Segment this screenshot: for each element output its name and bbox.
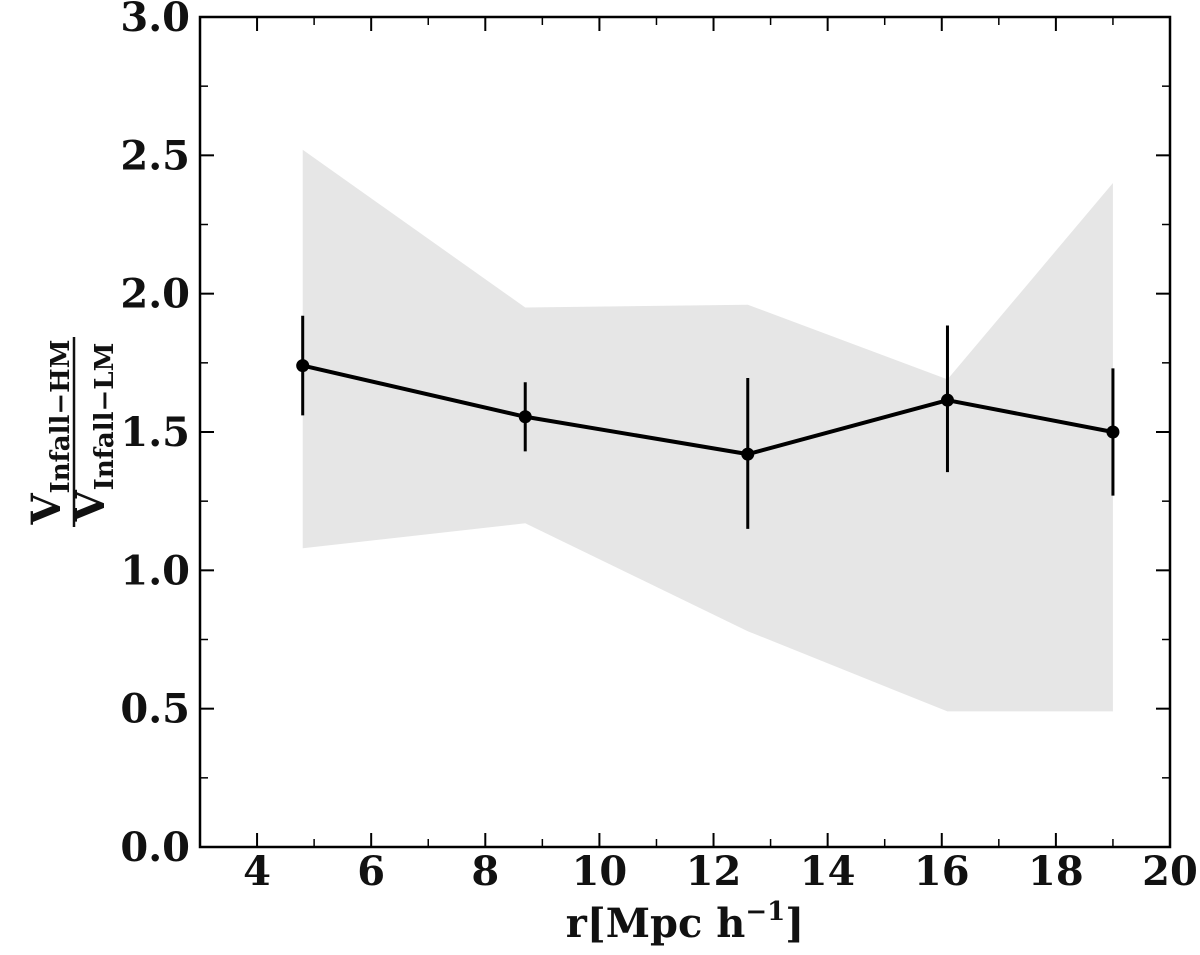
data-point <box>296 359 310 373</box>
plot-frame <box>198 15 1172 849</box>
x-tick-label: 12 <box>686 848 742 895</box>
y-tick-label: 2.0 <box>120 271 190 318</box>
data-point <box>940 393 954 407</box>
x-tick-label: 8 <box>471 848 499 895</box>
y-tick-label: 0.0 <box>120 824 190 871</box>
y-axis-label-denominator: VInfall−LM <box>67 343 120 523</box>
x-axis-label-superscript: −1 <box>745 897 785 927</box>
y-label-denominator-subscript: Infall−LM <box>90 343 120 491</box>
data-point-layer <box>296 359 1120 461</box>
x-tick-label: 16 <box>914 848 970 895</box>
y-tick-label: 1.5 <box>120 409 190 456</box>
y-tick-label: 2.5 <box>120 132 190 179</box>
x-tick-label: 4 <box>243 848 271 895</box>
y-tick-label: 0.5 <box>120 686 190 733</box>
x-axis-label: r[Mpc h−1] <box>566 897 804 947</box>
y-tick-label: 1.0 <box>120 547 190 594</box>
x-tick-label: 10 <box>572 848 628 895</box>
confidence-band <box>302 149 1113 712</box>
x-tick-label: 18 <box>1028 848 1084 895</box>
y-tick-label: 3.0 <box>120 0 190 41</box>
data-point <box>741 447 755 461</box>
x-axis-label-main: r[Mpc h <box>566 900 746 947</box>
y-label-denominator-symbol: V <box>67 489 114 522</box>
y-tick-labels: 0.0 0.5 1.0 1.5 2.0 2.5 3.0 <box>120 0 190 871</box>
x-tick-label: 20 <box>1142 848 1198 895</box>
x-tick-label: 14 <box>800 848 856 895</box>
x-tick-labels: 4 6 8 10 12 14 16 18 20 <box>243 848 1198 895</box>
x-tick-label: 6 <box>357 848 385 895</box>
y-axis-label-numerator: VInfall−HM <box>23 339 76 525</box>
y-axis-label: VInfall−HM VInfall−LM <box>23 337 120 527</box>
x-axis-label-close: ] <box>785 900 804 947</box>
minor-tick-layer <box>199 17 1170 847</box>
y-label-numerator-subscript: Infall−HM <box>46 339 76 493</box>
y-label-numerator-symbol: V <box>23 493 70 526</box>
data-point <box>518 410 532 424</box>
confidence-band-layer <box>302 149 1113 712</box>
data-point <box>1106 425 1120 439</box>
